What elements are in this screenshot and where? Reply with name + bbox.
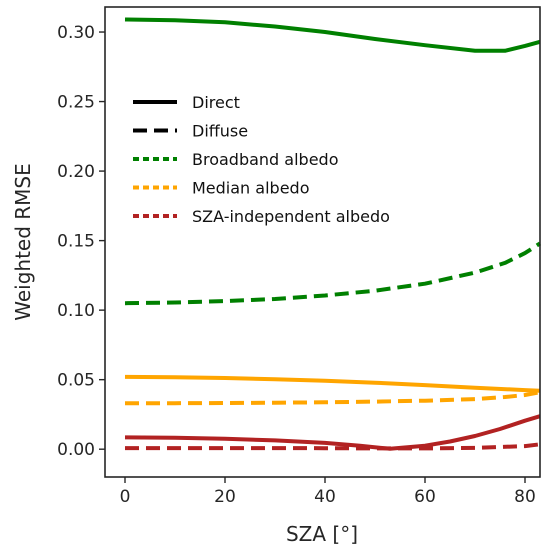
y-tick-label: 0.10 — [57, 301, 95, 321]
plot-area — [124, 17, 542, 451]
series-line-sza-independent-albedo-diffuse — [125, 442, 541, 451]
x-tick-label: 0 — [120, 487, 131, 507]
legend: Direct Diffuse Broadband albedo Median albe… — [133, 93, 390, 226]
series-line-median-albedo-direct — [124, 374, 541, 393]
y-tick-label: 0.05 — [57, 371, 95, 391]
y-tick-label: 0.20 — [57, 162, 95, 182]
y-tick-label: 0.00 — [57, 440, 95, 460]
y-axis-label: Weighted RMSE — [11, 163, 35, 321]
y-tick-label: 0.30 — [57, 23, 95, 43]
series-line-broadband-albedo-direct — [124, 17, 541, 53]
x-axis: 0 20 40 60 80 — [120, 477, 536, 507]
x-axis-label: SZA [°] — [286, 522, 358, 546]
legend-label: Median albedo — [192, 179, 309, 198]
legend-label: Broadband albedo — [192, 150, 339, 169]
y-tick-label: 0.15 — [57, 232, 95, 252]
x-tick-label: 40 — [314, 487, 336, 507]
x-tick-label: 60 — [414, 487, 436, 507]
series-line-median-albedo-diffuse — [124, 390, 541, 406]
x-tick-label: 80 — [514, 487, 536, 507]
legend-label: SZA-independent albedo — [192, 207, 390, 226]
plot-frame — [104, 6, 541, 478]
y-tick-label: 0.25 — [57, 93, 95, 113]
series-line-sza-independent-albedo-direct — [124, 414, 541, 451]
legend-label: Diffuse — [192, 122, 248, 141]
y-axis: 0.00 0.05 0.10 0.15 0.20 0.25 0.30 — [57, 23, 105, 460]
legend-label: Direct — [192, 93, 240, 112]
x-tick-label: 20 — [214, 487, 236, 507]
series-line-broadband-albedo-diffuse — [124, 241, 542, 306]
